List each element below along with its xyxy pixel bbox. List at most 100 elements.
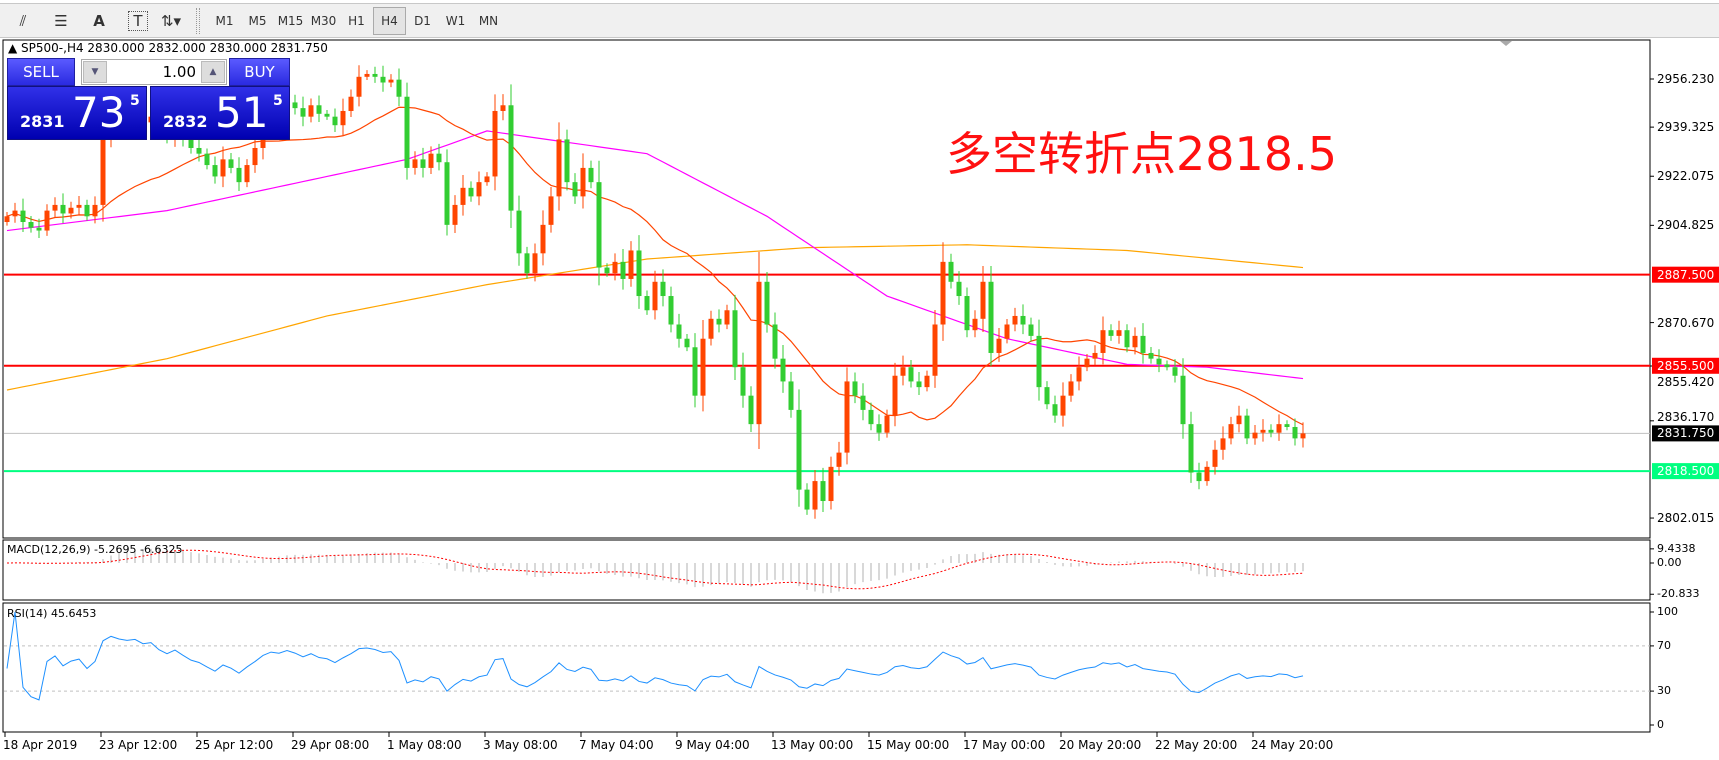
candle-body [692,347,698,396]
time-axis-label: 15 May 00:00 [867,738,950,752]
sell-price[interactable]: 2831 73 5 [7,86,147,140]
timeframe-m15[interactable]: M15 [277,13,304,28]
price-axis-label: 2802.015 [1657,511,1715,526]
candle-body [36,227,42,231]
candle-body [828,466,834,502]
candle-body [1028,324,1034,336]
sell-button[interactable]: SELL [7,58,75,86]
elliott-wave-icon[interactable]: ⫽ [19,11,27,30]
candle-body [92,204,98,217]
candle-body [492,110,498,177]
candle-body [380,76,386,83]
candle-body [1036,335,1042,388]
sell-price-big: 2831 [20,112,65,131]
timeframe-m1[interactable]: M1 [215,13,234,28]
candle-body [1268,429,1274,433]
chart-shift-marker [1500,41,1512,46]
candle-body [20,210,26,223]
timeframe-m5[interactable]: M5 [248,13,267,28]
candle-body [716,318,722,325]
candle-body [524,253,530,274]
collapse-triangle-icon[interactable]: ▲ [8,41,22,55]
candle-body [212,165,218,177]
candle-body [1228,424,1234,439]
candle-body [1132,335,1138,348]
candle-body [468,187,474,197]
timeframe-h4[interactable]: H4 [373,6,406,35]
candle-body [676,324,682,339]
candle-body [532,253,538,274]
level-price-label: 2887.500 [1657,267,1715,282]
buy-price-fraction: 5 [273,93,283,109]
candle-body [52,204,58,211]
fibonacci-icon[interactable]: ☰ [54,11,68,30]
candle-body [1156,358,1162,365]
candle-body [1060,395,1066,416]
candle-body [932,324,938,376]
candle-body [436,153,442,163]
candle-body [444,162,450,225]
candle-body [924,375,930,388]
candle-body [564,139,570,183]
candle-body [412,159,418,168]
candle-body [756,281,762,425]
level-price-label: 2818.500 [1657,464,1715,479]
candle-body [372,73,378,77]
candle-body [988,281,994,353]
candle-body [1252,432,1258,439]
candle-body [364,73,370,77]
rsi-axis-label: 70 [1657,638,1671,652]
arrows-icon[interactable]: ⇅▾ [160,11,182,30]
timeframe-m30[interactable]: M30 [310,13,337,28]
buy-button[interactable]: BUY [229,58,290,86]
candle-body [636,250,642,297]
candle-body [1108,330,1114,336]
time-axis-label: 7 May 04:00 [579,738,654,752]
candle-body [1244,415,1250,439]
candle-body [340,110,346,126]
lot-value[interactable]: 1.00 [162,63,196,81]
candle-body [652,281,658,311]
candle-body [1164,364,1170,368]
candle-body [428,153,434,168]
candle-body [556,139,562,197]
candle-body [724,310,730,325]
price-axis-label: 2870.670 [1657,315,1715,330]
timeframe-w1[interactable]: W1 [445,13,466,28]
candle-body [1140,335,1146,353]
candle-body [604,267,610,274]
text-icon[interactable]: A [93,11,105,30]
chart-window[interactable]: ▲ SP500-,H4 2830.000 2832.000 2830.000 2… [0,38,1719,760]
candle-body [892,375,898,416]
candle-body [1204,466,1210,482]
lot-increase-button[interactable]: ▲ [201,61,225,83]
price-axis-label: 2904.825 [1657,218,1715,233]
candle-body [1212,449,1218,467]
timeframe-mn[interactable]: MN [478,13,499,28]
text-label-icon[interactable]: T [128,10,148,31]
symbol-ohlc: SP500-,H4 2830.000 2832.000 2830.000 283… [21,41,328,55]
candle-body [788,381,794,410]
lot-size-input[interactable]: ▼ 1.00 ▲ [81,59,227,85]
time-axis-label: 22 May 20:00 [1155,738,1238,752]
timeframe-h1[interactable]: H1 [348,13,365,28]
candle-body [1180,375,1186,425]
chart-canvas[interactable] [0,38,1719,760]
lot-decrease-button[interactable]: ▼ [83,61,107,83]
candle-body [332,116,338,126]
candle-body [348,96,354,111]
candle-body [628,250,634,279]
candle-body [876,424,882,433]
timeframe-d1[interactable]: D1 [414,13,431,28]
candle-body [44,210,50,231]
candle-body [956,281,962,297]
price-axis-label: 2956.230 [1657,72,1715,86]
candle-body [620,261,626,279]
candle-body [612,261,618,274]
candle-body [388,79,394,83]
candle-body [940,261,946,325]
candle-body [1292,426,1298,439]
candle-body [1084,358,1090,368]
buy-price[interactable]: 2832 51 5 [150,86,290,140]
candle-body [860,395,866,410]
